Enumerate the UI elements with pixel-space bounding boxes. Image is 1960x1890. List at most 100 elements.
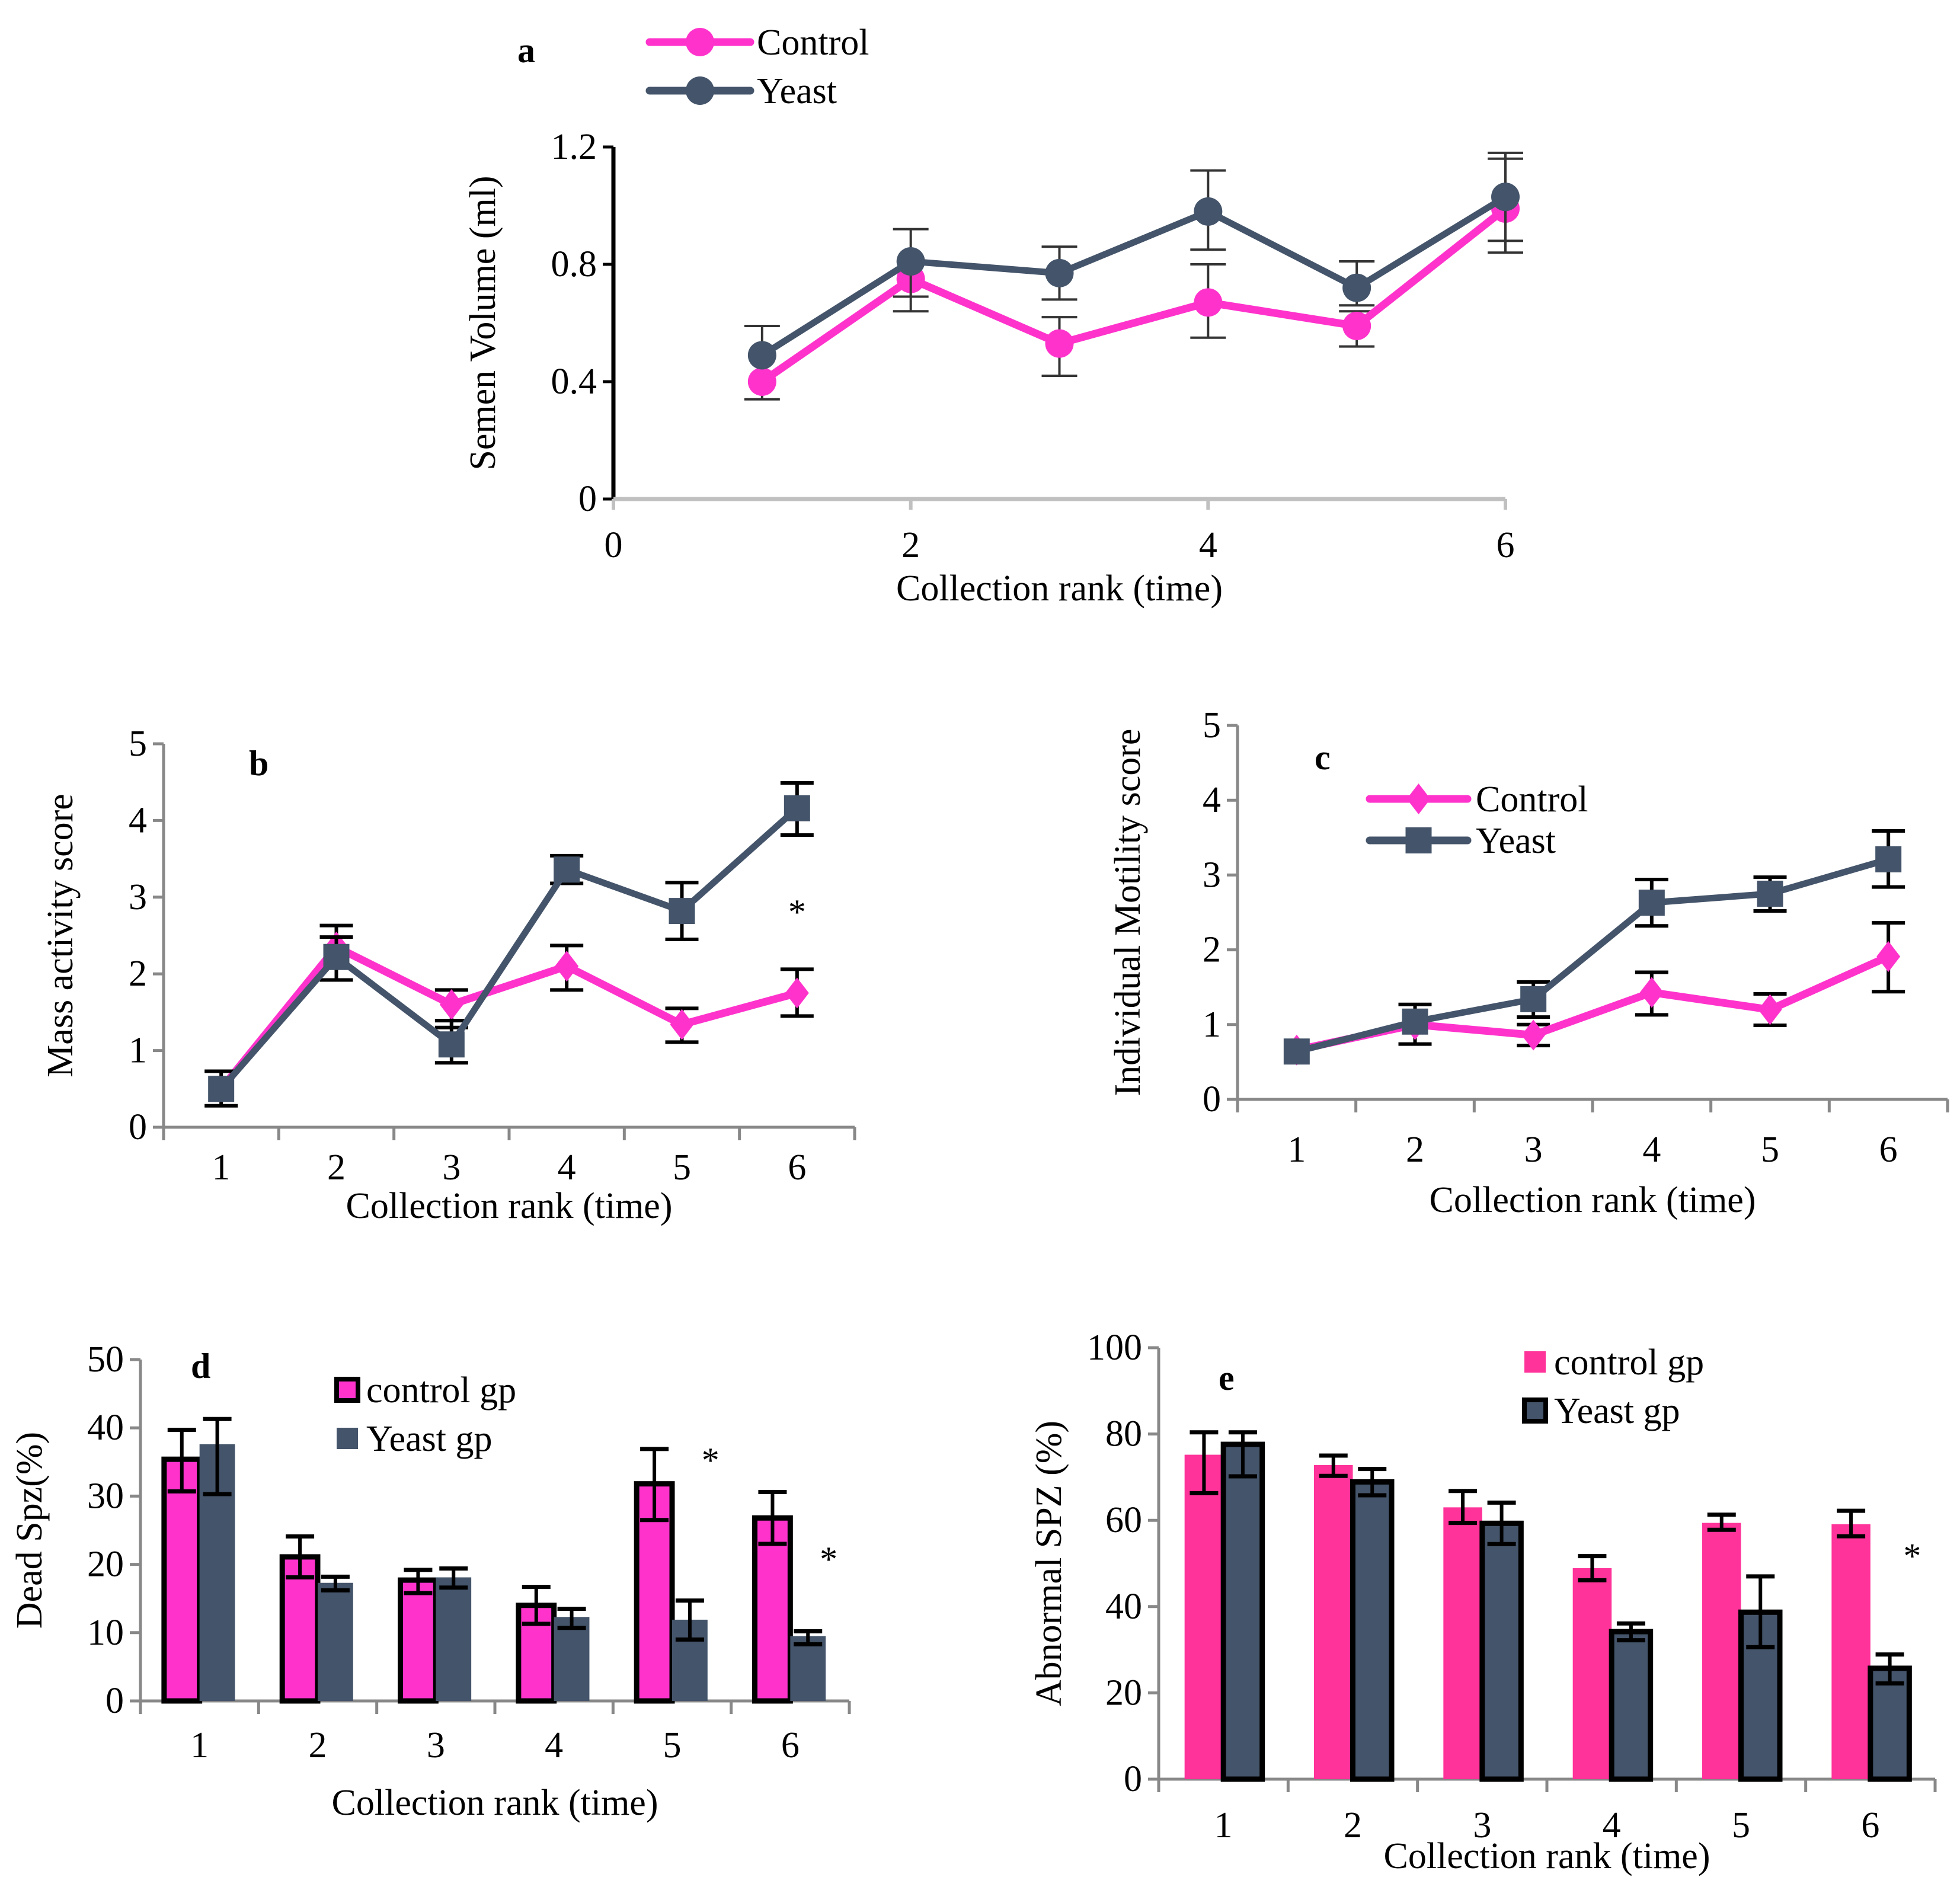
legend: control gp Yeast gp <box>1522 1342 1704 1431</box>
legend-label: Yeast gp <box>366 1419 492 1459</box>
legend: control gp Yeast gp <box>334 1370 516 1459</box>
data-point-yeast <box>1757 880 1783 907</box>
y-tick-label: 4 <box>129 800 147 840</box>
bar-yeast-gp <box>318 1582 353 1701</box>
data-point-control <box>1876 941 1901 972</box>
y-tick-label: 4 <box>1203 780 1221 820</box>
legend-swatch-control-gp <box>1524 1351 1546 1373</box>
significance-asterisk: * <box>1903 1536 1921 1575</box>
x-tick-label: 6 <box>1861 1805 1879 1846</box>
data-point-yeast <box>747 341 776 370</box>
panel-label: a <box>517 31 535 70</box>
x-tick-label: 5 <box>1732 1805 1750 1846</box>
x-axis-title: Collection rank (time) <box>332 1783 658 1823</box>
y-tick-label: 0 <box>578 479 597 519</box>
x-tick-label: 6 <box>781 1725 800 1766</box>
bar-control-gp <box>161 1456 203 1704</box>
data-point-yeast <box>208 1076 235 1102</box>
legend-label: Yeast <box>1476 821 1556 861</box>
bar-control-gp <box>1702 1523 1741 1779</box>
x-tick-label: 5 <box>1761 1130 1779 1170</box>
data-point-yeast <box>896 247 925 276</box>
legend-swatch-yeast-gp <box>1522 1397 1548 1424</box>
legend-label: control gp <box>366 1370 516 1411</box>
bar-yeast-gp <box>1868 1665 1912 1782</box>
y-tick-label: 1 <box>1203 1005 1221 1045</box>
bar-yeast-gp <box>436 1577 472 1701</box>
data-point-yeast <box>1045 258 1074 287</box>
panel-e-abnormal-spz-chart: 0 20 40 60 80 100 1 2 3 4 5 6 Collection rank (time)… <box>1029 1328 1937 1876</box>
bar-yeast-gp <box>790 1636 826 1701</box>
y-axis-title: Individual Motility score <box>1108 729 1148 1096</box>
x-tick-label: 4 <box>1199 525 1217 565</box>
data-point-yeast <box>1342 273 1371 302</box>
y-tick-label: 0.4 <box>551 362 597 402</box>
data-point-control <box>1045 329 1074 358</box>
x-tick-label: 2 <box>1406 1130 1424 1170</box>
data-point-yeast <box>1283 1038 1310 1065</box>
y-tick-label: 80 <box>1105 1414 1142 1454</box>
panel-label: c <box>1315 738 1331 777</box>
x-tick-label: 2 <box>1344 1805 1362 1846</box>
y-axis-title: Abnormal SPZ (%) <box>1029 1421 1069 1706</box>
y-tick-label: 3 <box>1203 855 1221 895</box>
y-tick-label: 0 <box>129 1107 147 1147</box>
bar-control-gp <box>398 1577 439 1704</box>
x-tick-label: 2 <box>309 1725 327 1766</box>
panel-label: b <box>249 744 268 783</box>
data-point-control <box>1758 994 1782 1025</box>
bar-yeast-gp <box>1738 1609 1783 1782</box>
panel-d-dead-spz-chart: 0 10 20 30 40 50 1 2 3 4 5 6 Collection rank (time) D… <box>9 1339 851 1823</box>
bar-yeast-gp <box>1479 1520 1524 1782</box>
data-point-control <box>1194 288 1223 317</box>
bar-yeast-gp <box>1609 1629 1654 1782</box>
significance-asterisk: * <box>820 1540 837 1579</box>
bar-control-gp <box>1314 1465 1353 1779</box>
y-axis-title: Semen Volume (ml) <box>463 175 503 470</box>
data-point-yeast <box>1194 197 1223 226</box>
data-point-yeast <box>784 795 810 821</box>
data-point-yeast <box>1402 1008 1428 1035</box>
y-tick-label: 30 <box>87 1476 124 1516</box>
legend-swatch-control-gp <box>334 1377 360 1403</box>
x-tick-label: 1 <box>190 1725 209 1766</box>
y-tick-label: 3 <box>129 877 147 917</box>
panel-b-mass-activity-chart: 0 1 2 3 4 5 1 2 3 4 5 6 Collection rank (time) Mass a… <box>40 724 856 1226</box>
x-tick-label: 4 <box>1603 1805 1621 1846</box>
data-point-yeast <box>1638 890 1665 916</box>
panel-label: d <box>191 1347 210 1386</box>
legend-label: Yeast gp <box>1554 1391 1680 1431</box>
x-tick-label: 2 <box>901 525 920 565</box>
x-tick-label: 4 <box>545 1725 563 1766</box>
legend-marker-control <box>1406 783 1431 814</box>
panel-a-semen-volume-chart: 0 0.4 0.8 1.2 0 2 4 6 Collection rank (time) Seme… <box>463 23 1523 609</box>
x-tick-label: 5 <box>673 1147 691 1188</box>
bar-control-gp <box>1572 1568 1612 1779</box>
legend-label: Yeast <box>757 71 837 111</box>
x-axis-title: Collection rank (time) <box>1384 1836 1710 1876</box>
y-tick-label: 2 <box>1203 930 1221 970</box>
y-tick-label: 50 <box>87 1339 124 1380</box>
data-point-control <box>1521 1019 1546 1051</box>
legend-label: control gp <box>1554 1342 1704 1383</box>
data-point-control <box>439 989 463 1020</box>
x-tick-label: 1 <box>212 1147 231 1188</box>
x-tick-label: 3 <box>427 1725 445 1766</box>
y-tick-label: 0 <box>1124 1759 1142 1799</box>
x-tick-label: 6 <box>1879 1130 1898 1170</box>
x-tick-label: 1 <box>1287 1130 1306 1170</box>
x-tick-label: 4 <box>1642 1130 1661 1170</box>
y-axis-title: Mass activity score <box>40 794 81 1077</box>
x-axis-title: Collection rank (time) <box>896 568 1223 609</box>
legend-marker-control <box>686 28 714 56</box>
series-line-control <box>218 943 798 1092</box>
y-tick-label: 2 <box>129 954 147 994</box>
y-tick-label: 0 <box>105 1681 124 1721</box>
series-line-yeast <box>219 805 800 1091</box>
x-tick-label: 3 <box>1524 1130 1543 1170</box>
bar-yeast-gp <box>1220 1441 1265 1782</box>
y-tick-label: 1 <box>129 1031 147 1071</box>
bar-yeast-gp <box>554 1617 590 1701</box>
